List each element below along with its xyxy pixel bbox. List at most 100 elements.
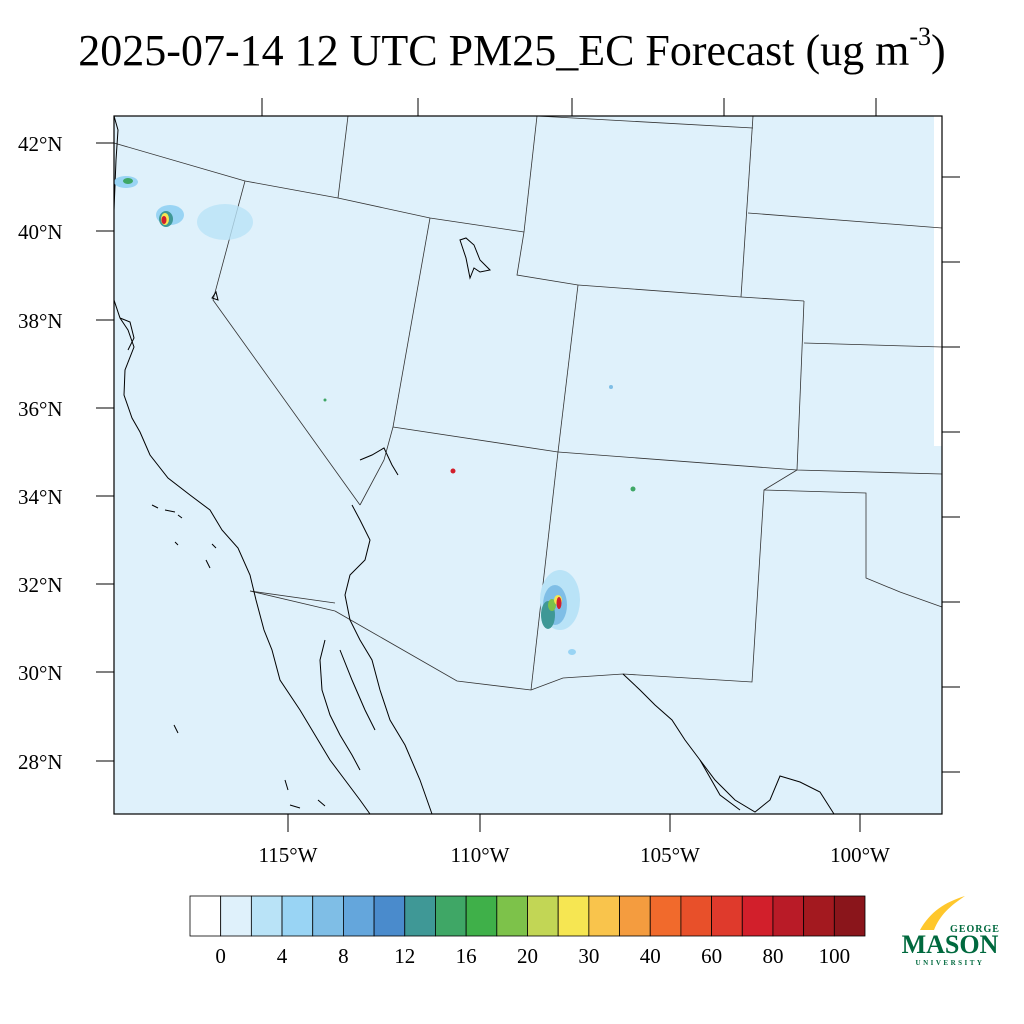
colorbar-box-6 [373, 895, 406, 937]
colorbar-box-4 [312, 895, 344, 937]
logo-swoosh-icon [920, 896, 965, 930]
tx-south [699, 759, 741, 811]
map-right-edge [934, 116, 942, 446]
co-nm-border [530, 451, 559, 691]
sf-bay [119, 317, 135, 351]
sd-ne-border [747, 212, 943, 229]
map-frame [113, 115, 943, 815]
colorbar-box-11 [527, 895, 559, 937]
colorbar-label-40: 40 [640, 944, 661, 968]
wy-mt-border [536, 115, 754, 129]
lat-label-36: 36°N [18, 397, 63, 421]
ne-ks-border [796, 300, 805, 471]
colorbar-box-12 [557, 895, 590, 937]
lat-label-34: 34°N [18, 485, 63, 509]
top-ticks [261, 98, 877, 116]
colorbar-label-8: 8 [338, 944, 349, 968]
colorbar-box-10 [496, 895, 528, 937]
colorbar-box-9 [465, 895, 498, 937]
colorbar-box-0 [189, 895, 222, 937]
colorbar-box-13 [588, 895, 620, 937]
plume-nv-dot [323, 398, 327, 402]
baja-border [249, 590, 336, 612]
smoke-plumes [114, 176, 636, 655]
right-ticks [942, 176, 960, 773]
channel-islands [151, 504, 217, 569]
plume-nw-teal [123, 178, 133, 184]
lon-label-100: 100°W [830, 843, 890, 867]
id-wy-border [523, 115, 538, 233]
colorbar-box-15 [649, 895, 682, 937]
gmu-logo: GEORGE MASON UNIVERSITY [902, 896, 1000, 967]
plume-co-dot [609, 385, 613, 389]
lon-label-105: 105°W [640, 843, 700, 867]
wy-sd-border [740, 115, 754, 298]
colorbar-label-100: 100 [819, 944, 851, 968]
lat-label-28: 28°N [18, 750, 63, 774]
colorbar-box-14 [619, 895, 651, 937]
lat-label-40: 40°N [18, 220, 63, 244]
az-ut-line [392, 426, 559, 453]
longitude-ticks [287, 814, 861, 832]
colorbar-box-19 [772, 895, 805, 937]
az-mexico-border [334, 610, 532, 691]
lat-label-30: 30°N [18, 661, 63, 685]
logo-line3: UNIVERSITY [916, 959, 985, 967]
nm-tx-border [530, 469, 798, 691]
lat-label-32: 32°N [18, 573, 63, 597]
ks-line [803, 342, 943, 348]
colorbar-box-3 [281, 895, 314, 937]
colorbar-label-20: 20 [517, 944, 538, 968]
colorbar-box-1 [220, 895, 252, 937]
gulf-of-california-west [319, 639, 361, 771]
colorbar-label-80: 80 [762, 944, 783, 968]
colorbar-label-12: 12 [394, 944, 415, 968]
gulf-of-california-east [344, 504, 433, 815]
plume-nm-green [548, 599, 556, 611]
plume-ca-red [161, 216, 167, 224]
colorbar-box-2 [250, 895, 283, 937]
coastlines [113, 115, 835, 815]
tx-ok-border [763, 489, 943, 608]
colorbar-label-0: 0 [215, 944, 226, 968]
colorbar-box-5 [343, 895, 375, 937]
nv-ut-border [392, 217, 431, 428]
plume-nm-south [568, 649, 576, 655]
colorbar-box-20 [803, 895, 835, 937]
plume-az-dot [450, 468, 456, 474]
lon-label-115: 115°W [259, 843, 318, 867]
west-coast [113, 115, 371, 815]
colorbar-box-21 [833, 895, 866, 937]
nv-id-or-border [244, 180, 525, 233]
lon-label-110: 110°W [451, 843, 510, 867]
colorbar-box-8 [435, 895, 467, 937]
colorbar-box-16 [680, 895, 712, 937]
mexico-border [249, 590, 336, 604]
colorbar-box-17 [711, 895, 743, 937]
map-title: 2025-07-14 12 UTC PM25_EC Forecast (ug m… [78, 22, 946, 75]
great-salt-lake [459, 237, 492, 280]
plume-nm-red [556, 597, 562, 609]
lake-tahoe [211, 290, 219, 301]
plume-nm-dot [630, 486, 636, 492]
colorbar-box-7 [404, 895, 436, 937]
map-background [114, 116, 942, 814]
colorbar-label-30: 30 [578, 944, 599, 968]
colorbar-box-18 [741, 895, 774, 937]
mt-line [337, 115, 349, 199]
colorbar: 0 4 8 12 16 20 30 40 60 80 100 [189, 895, 866, 968]
latitude-ticks [96, 142, 114, 762]
colorbar-label-60: 60 [701, 944, 722, 968]
baja-island [173, 724, 326, 809]
baja-interior [339, 649, 376, 731]
wy-co-border [577, 284, 805, 302]
logo-line1: GEORGE [950, 924, 1000, 935]
colorado-river [359, 447, 399, 476]
lat-label-42: 42°N [18, 132, 63, 156]
ut-wy-border [516, 231, 579, 286]
ca-or-border [113, 142, 246, 182]
lat-label-38: 38°N [18, 309, 63, 333]
logo-line2: MASON [902, 930, 999, 959]
rio-grande [622, 673, 835, 815]
